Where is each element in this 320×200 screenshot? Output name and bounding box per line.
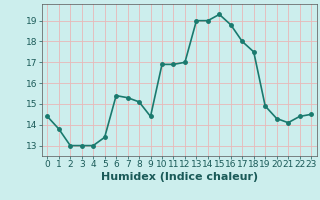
X-axis label: Humidex (Indice chaleur): Humidex (Indice chaleur) (100, 172, 258, 182)
